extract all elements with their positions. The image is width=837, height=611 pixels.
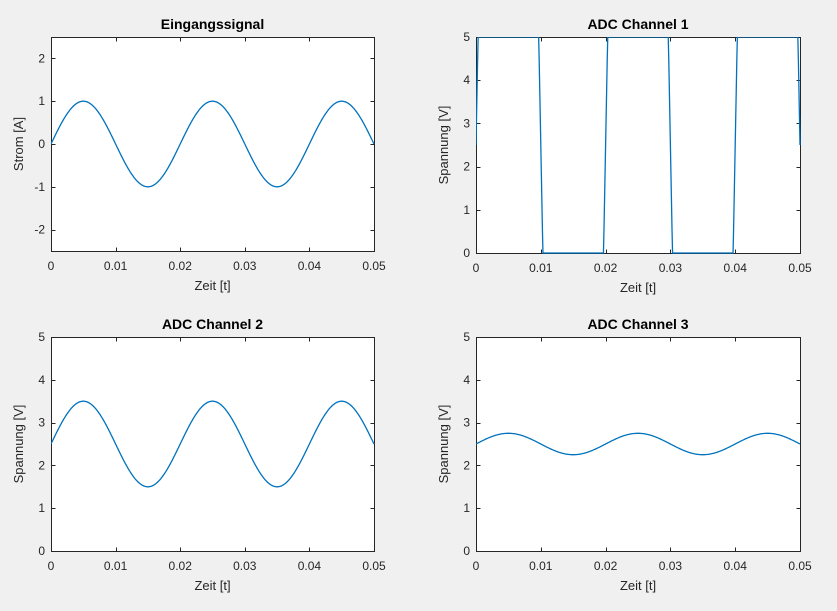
x-tick-label: 0.04: [724, 261, 748, 275]
x-tick-label: 0.02: [169, 559, 193, 573]
x-tick-label: 0: [473, 261, 480, 275]
y-tick-label: 1: [463, 501, 470, 515]
y-tick-label: 2: [463, 160, 470, 174]
chart-title: ADC Channel 2: [162, 316, 263, 332]
x-tick-label: 0.03: [659, 261, 683, 275]
series-line-1: [51, 100, 375, 188]
y-axis-label: Strom [A]: [11, 117, 26, 171]
y-tick-label: 0: [463, 246, 470, 260]
y-tick-label: 1: [463, 203, 470, 217]
x-tick-label: 0.02: [594, 261, 618, 275]
x-axis-label: Zeit [t]: [194, 278, 230, 293]
x-tick-label: 0.01: [529, 559, 553, 573]
y-tick-label: 1: [38, 94, 45, 108]
x-axis-label: Zeit [t]: [620, 280, 656, 295]
y-axis-label: Spannung [V]: [11, 405, 26, 484]
chart-title: ADC Channel 1: [587, 16, 688, 32]
x-tick-label: 0.05: [788, 559, 812, 573]
y-tick-label: 3: [463, 416, 470, 430]
y-tick-label: 0: [38, 544, 45, 558]
x-tick-label: 0.01: [529, 261, 553, 275]
x-tick-label: 0.05: [362, 259, 386, 273]
x-tick-label: 0.05: [362, 559, 386, 573]
y-tick-label: 4: [463, 73, 470, 87]
x-axis-label: Zeit [t]: [620, 578, 656, 593]
subplot-4: 0 0.01 0.02 0.03 0.04 0.05 0 1 2 3 4 5 ADC Channel 3…: [436, 316, 812, 593]
y-tick-label: 5: [463, 30, 470, 44]
y-tick-label: -1: [34, 180, 45, 194]
chart-title: Eingangssignal: [161, 16, 264, 32]
subplot-1: 0 0.01 0.02 0.03 0.04 0.05 -2 -1 0 1 2 Eingangssign…: [11, 16, 386, 293]
x-tick-label: 0.04: [298, 559, 322, 573]
x-tick-label: 0.04: [298, 259, 322, 273]
y-tick-label: 5: [38, 330, 45, 344]
x-tick-label: 0.01: [104, 559, 128, 573]
x-tick-label: 0: [473, 559, 480, 573]
x-tick-label: 0.05: [788, 261, 812, 275]
x-tick-label: 0.02: [169, 259, 193, 273]
x-tick-label: 0.03: [233, 559, 257, 573]
x-tick-label: 0: [48, 559, 55, 573]
y-tick-label: 4: [38, 373, 45, 387]
y-axis-label: Spannung [V]: [436, 106, 451, 185]
subplot-3: 0 0.01 0.02 0.03 0.04 0.05 0 1 2 3 4 5 ADC Channel 2…: [11, 316, 386, 593]
y-tick-label: 0: [463, 544, 470, 558]
series-line-1: [476, 432, 801, 456]
y-axis-label: Spannung [V]: [436, 405, 451, 484]
x-tick-label: 0.02: [594, 559, 618, 573]
y-tick-label: 2: [38, 458, 45, 472]
y-tick-label: -2: [34, 223, 45, 237]
chart-title: ADC Channel 3: [587, 316, 688, 332]
series-line-1: [51, 400, 375, 488]
y-tick-label: 0: [38, 137, 45, 151]
x-axis-label: Zeit [t]: [194, 578, 230, 593]
y-tick-label: 2: [38, 51, 45, 65]
plot-area: [51, 37, 375, 252]
x-tick-label: 0.01: [104, 259, 128, 273]
plot-area: [476, 337, 801, 552]
y-tick-label: 3: [463, 116, 470, 130]
plot-area: [476, 37, 801, 254]
x-tick-label: 0.04: [724, 559, 748, 573]
y-tick-label: 2: [463, 458, 470, 472]
x-tick-label: 0.03: [233, 259, 257, 273]
y-tick-label: 4: [463, 373, 470, 387]
y-tick-label: 3: [38, 416, 45, 430]
x-tick-label: 0.03: [659, 559, 683, 573]
x-tick-label: 0: [48, 259, 55, 273]
subplot-2: 0 0.01 0.02 0.03 0.04 0.05 0 1 2 3 4 5 ADC Channel 1…: [436, 16, 812, 295]
y-tick-label: 5: [463, 330, 470, 344]
plot-area: [51, 337, 375, 552]
y-tick-label: 1: [38, 501, 45, 515]
